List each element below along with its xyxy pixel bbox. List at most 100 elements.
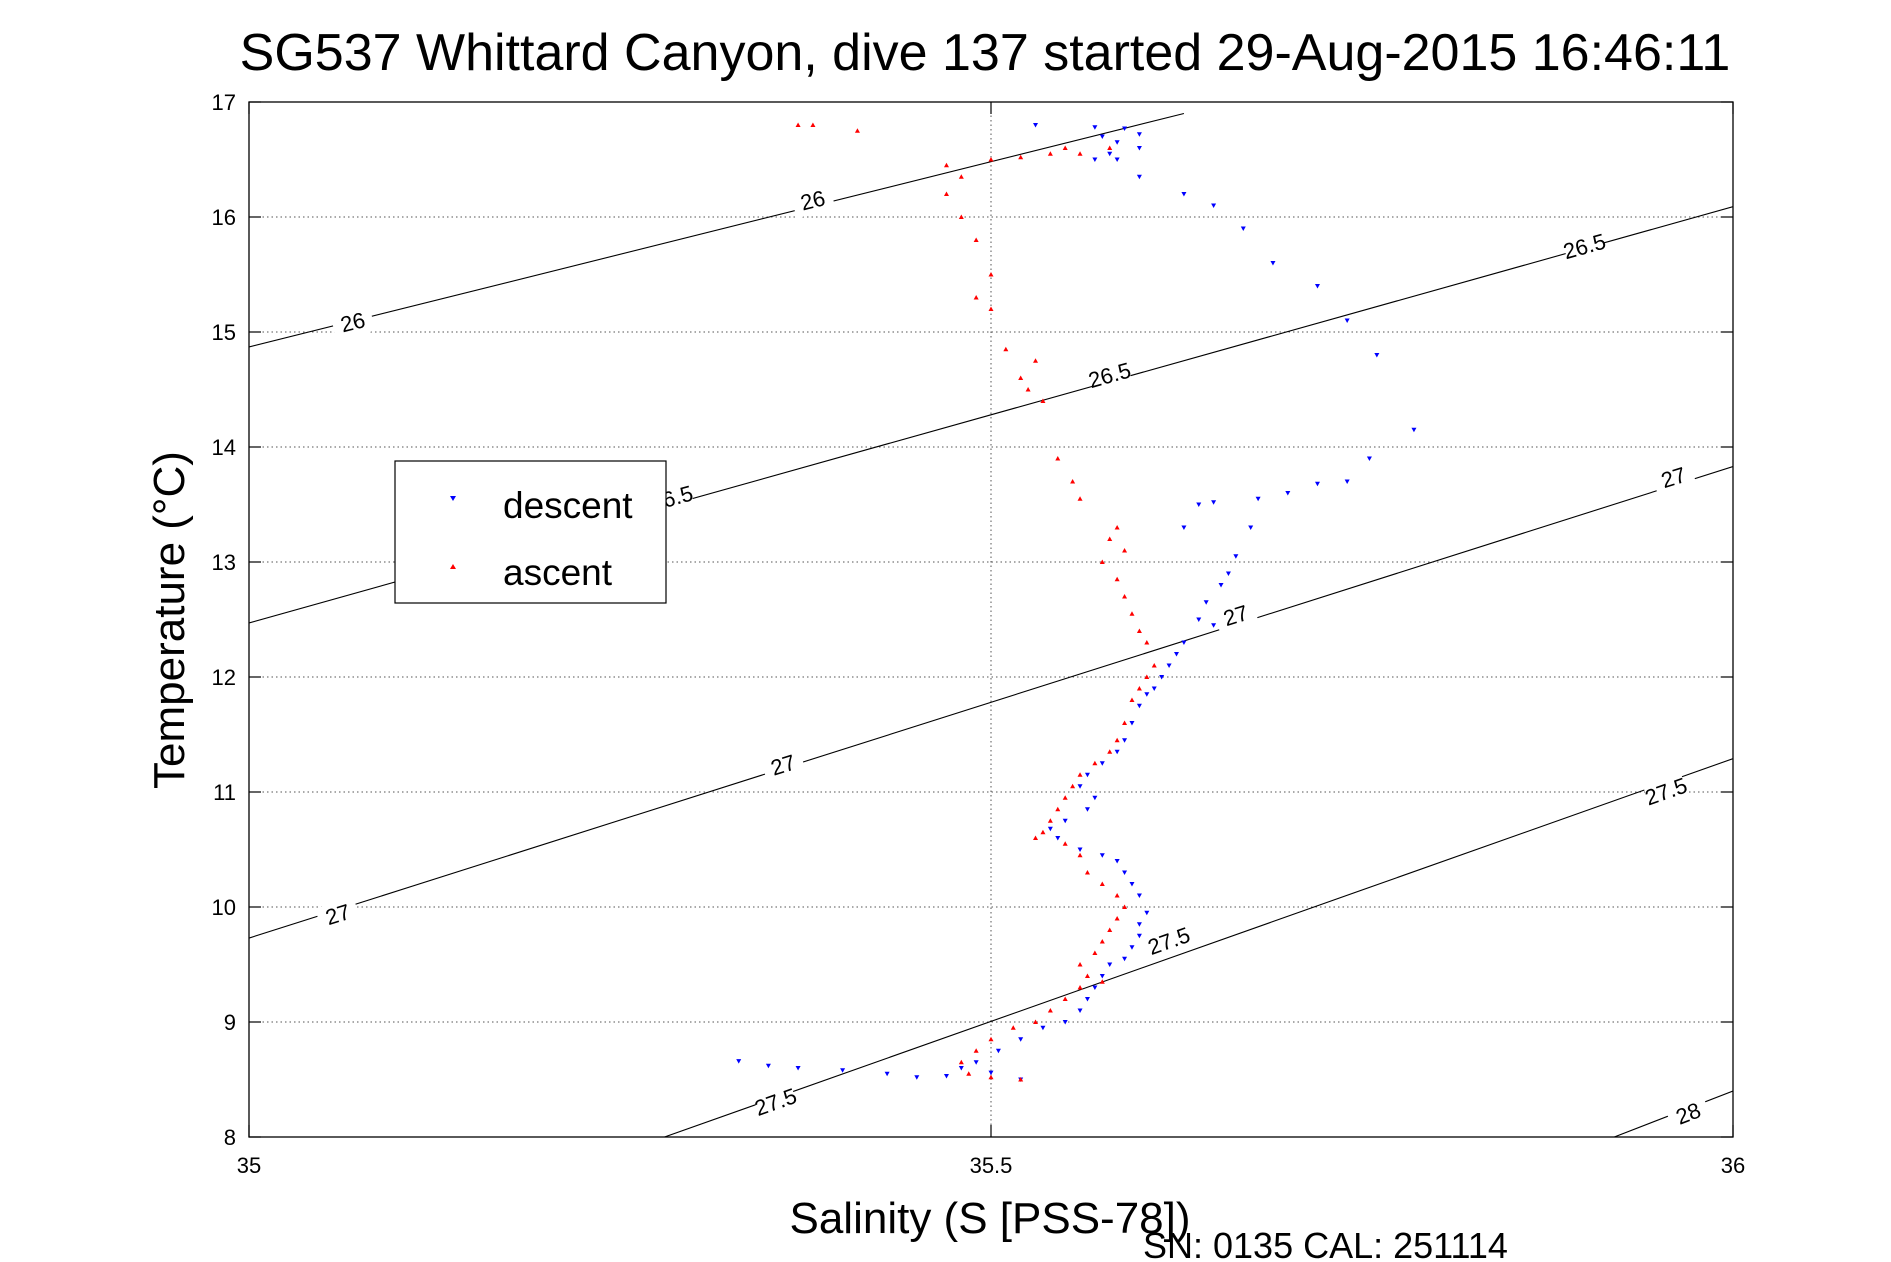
descent-point [1196,617,1202,622]
descent-point [1136,146,1142,151]
y-tick-label: 9 [224,1010,236,1035]
isopycnal-label-2-1: 27 [760,747,807,784]
descent-point [1033,123,1039,128]
y-tick-label: 14 [212,435,236,460]
ascent-point [1077,985,1083,990]
y-tick-label: 8 [224,1125,236,1150]
descent-point [1211,623,1217,628]
descent-point [1114,157,1120,162]
ascent-point [1092,760,1098,766]
ascent-point [1047,151,1053,156]
ascent-point [1144,640,1150,645]
descent-point [1225,571,1231,576]
descent-point [1344,479,1350,484]
descent-point [1314,284,1320,289]
descent-point [1181,640,1187,645]
ascent-point [973,1048,979,1053]
ascent-point [1107,749,1113,754]
ascent-point [1077,852,1083,858]
isopycnal-label-0-1: 26 [790,183,836,219]
descent-point [1114,859,1120,864]
descent-point [1099,853,1105,858]
y-tick-label: 12 [212,665,236,690]
descent-point [1151,686,1157,691]
descent-point [1047,826,1053,832]
ascent-point [966,1071,972,1076]
descent-point [1077,1008,1083,1013]
descent-point [1077,784,1083,789]
ascent-point [943,162,949,168]
ascent-point [1107,145,1113,150]
y-tick-label: 16 [212,205,236,230]
legend-box [394,460,667,604]
descent-point [1107,962,1113,967]
descent-point [1270,261,1276,266]
ascent-point [988,1036,994,1042]
descent-point [1374,353,1380,358]
isopycnal-line-27-5 [664,758,1733,1137]
ascent-point [1099,881,1105,886]
descent-point [1344,318,1350,323]
descent-point [1144,692,1150,697]
ascent-point [1018,154,1024,160]
descent-point [795,1066,801,1071]
descent-point [1129,882,1135,887]
ascent-point [1033,358,1039,363]
descent-point [943,1074,949,1079]
descent-point [1136,922,1142,927]
descent-point [1136,132,1142,137]
descent-point [736,1059,742,1064]
ascent-point [1092,950,1098,955]
ascent-point [958,174,964,179]
descent-point [1077,847,1083,852]
descent-point [1240,226,1246,231]
isopycnal-label-0-0: 26 [330,305,376,341]
descent-point [1314,481,1320,487]
ascent-point [1025,387,1031,392]
ascent-point [1099,939,1105,944]
descent-point [1136,933,1142,939]
descent-point [1211,500,1217,505]
descent-point [1122,126,1128,131]
descent-point [1084,807,1090,812]
svg-text:26: 26 [798,185,828,215]
ascent-point [1040,398,1046,403]
isopycnal-line-27 [249,466,1733,939]
ascent-point [1040,829,1046,835]
ascent-point [1062,996,1068,1001]
descent-point [840,1068,846,1073]
legend-ascent-label: ascent [503,552,613,593]
descent-point [1144,910,1150,916]
ascent-point [1107,927,1113,932]
descent-point [1062,1020,1068,1025]
ascent-point [1055,456,1061,461]
ascent-point [1033,1019,1039,1024]
ascent-point [988,1074,994,1080]
ascent-point [1010,1025,1016,1030]
descent-point [1411,427,1417,433]
ascent-point [1047,818,1053,823]
ascent-point [1077,151,1083,156]
ascent-series [795,122,1157,1082]
ascent-point [988,306,994,311]
descent-point [1166,663,1172,668]
x-tick-label: 35 [237,1153,261,1178]
serial-calibration-footer: SN: 0135 CAL: 251114 [1143,1225,1508,1262]
ascent-point [1099,559,1105,564]
x-tick-label: 36 [1721,1153,1745,1178]
legend-descent-label: descent [503,485,633,526]
ascent-point [1099,979,1105,984]
ascent-point [1062,795,1068,800]
ascent-point [1122,548,1128,553]
y-tick-label: 10 [212,895,236,920]
y-tick-label: 15 [212,320,236,345]
descent-point [1203,600,1209,605]
descent-point [1159,675,1165,680]
descent-point [1122,956,1128,962]
ascent-point [1077,962,1083,967]
descent-point [1122,738,1128,743]
ascent-point [1114,576,1120,582]
descent-point [988,1070,994,1076]
ascent-point [1033,835,1039,840]
ascent-point [854,128,860,133]
